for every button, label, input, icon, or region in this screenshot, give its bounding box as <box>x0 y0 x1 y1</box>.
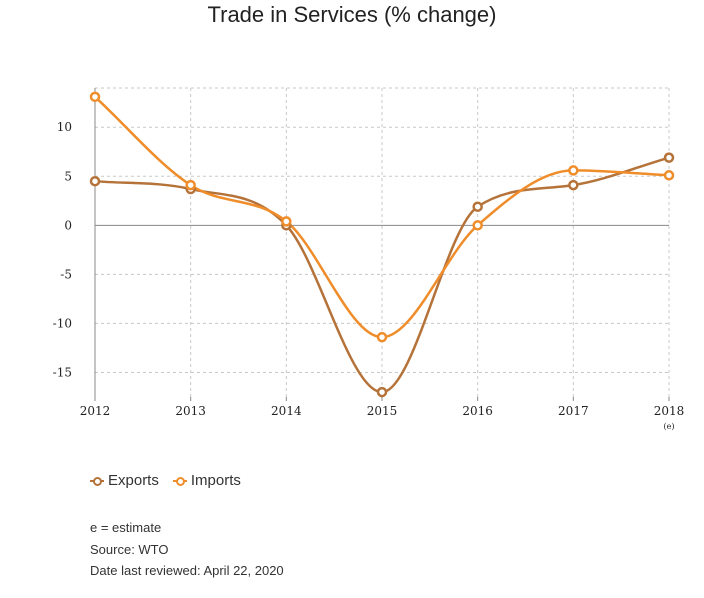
x-tick-label: 2018 <box>654 404 685 418</box>
x-tick-sublabel: (e) <box>664 422 675 431</box>
estimate-note: e = estimate <box>90 520 162 535</box>
legend-label-exports: Exports <box>108 472 159 489</box>
x-tick-label: 2017 <box>558 404 589 418</box>
x-tick-label: 2014 <box>271 404 302 418</box>
source-note: Source: WTO <box>90 541 169 557</box>
data-point-imports[interactable] <box>89 91 101 103</box>
legend: Exports Imports <box>90 472 241 489</box>
data-point-exports[interactable] <box>472 201 483 212</box>
y-tick-label: 0 <box>64 218 72 232</box>
line-chart: 10 5 0 -5 -10 -15 2012 2013 2014 2015 2016 2017 2018… <box>53 87 685 431</box>
reviewed-note: Date last reviewed: April 22, 2020 <box>90 563 284 578</box>
data-point-imports[interactable] <box>376 331 388 343</box>
data-point-imports[interactable] <box>185 179 196 191</box>
data-point-exports[interactable] <box>663 152 675 163</box>
x-tick-label: 2013 <box>175 404 206 418</box>
data-point-exports[interactable] <box>89 175 101 187</box>
data-point-imports[interactable] <box>663 170 675 181</box>
data-point-imports[interactable] <box>568 165 579 176</box>
y-tick-label: 5 <box>64 169 72 183</box>
legend-label-imports: Imports <box>190 472 241 489</box>
series-layer <box>89 91 675 398</box>
y-tick-label: 10 <box>57 120 72 134</box>
y-tick-label: -10 <box>53 316 72 330</box>
imports-swatch-icon <box>172 476 187 486</box>
x-tick-label: 2012 <box>80 404 111 418</box>
legend-item-imports[interactable]: Imports <box>172 472 241 489</box>
legend-item-exports[interactable]: Exports <box>90 472 159 489</box>
axes <box>94 88 670 401</box>
data-point-imports[interactable] <box>472 220 483 231</box>
data-point-imports[interactable] <box>281 216 292 227</box>
chart-title: Trade in Services (% change) <box>207 2 497 27</box>
y-tick-label: -5 <box>60 267 72 281</box>
x-tick-label: 2015 <box>367 404 398 418</box>
chart-notes: e = estimate Source: WTO Date last revie… <box>90 517 284 582</box>
x-tick-label: 2016 <box>462 404 493 418</box>
grid <box>95 87 670 397</box>
exports-swatch-icon <box>90 476 104 486</box>
data-point-exports[interactable] <box>376 386 388 398</box>
y-tick-label: -15 <box>53 365 72 379</box>
tick-labels: 10 5 0 -5 -10 -15 2012 2013 2014 2015 2016 2017 2018… <box>53 120 685 431</box>
data-point-exports[interactable] <box>568 179 579 191</box>
